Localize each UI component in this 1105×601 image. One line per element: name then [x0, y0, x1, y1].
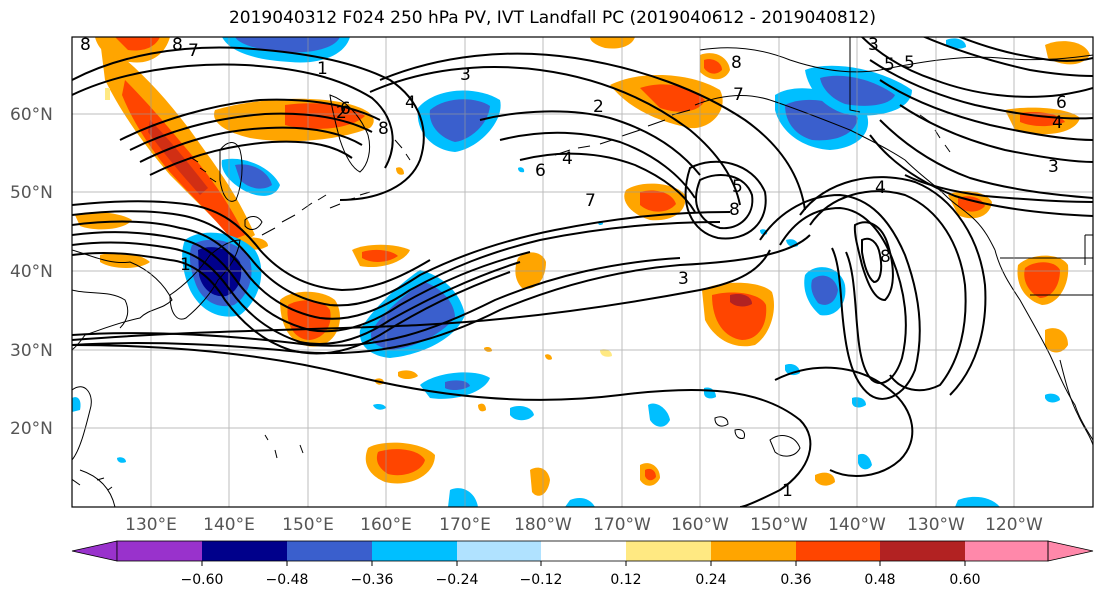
colorbar-extend-left: [71, 540, 118, 562]
contour-label: 1: [782, 481, 793, 501]
colorbar: −0.60 −0.48 −0.36 −0.24 −0.12 0.12 0.24 …: [71, 540, 1094, 588]
contour-label: 6: [340, 99, 351, 119]
lon-label: 130°W: [907, 515, 965, 535]
colorbar-segment: [117, 541, 202, 561]
colorbar-tick-labels: −0.60 −0.48 −0.36 −0.24 −0.12 0.12 0.24 …: [181, 572, 981, 588]
colorbar-segment: [711, 541, 796, 561]
lon-label: 170°E: [439, 515, 491, 535]
colorbar-tick-label: −0.12: [520, 572, 563, 588]
contour-label: 5: [904, 53, 915, 73]
contour-label: 3: [868, 35, 879, 55]
contour-label: 7: [585, 191, 596, 211]
contour-label: 3: [678, 269, 689, 289]
colorbar-segment: [880, 541, 965, 561]
contour-label: 4: [562, 149, 573, 169]
colorbar-tick-label: 0.12: [610, 572, 641, 588]
contour-label: 8: [731, 53, 742, 73]
contour-label: 4: [875, 178, 886, 198]
lat-label: 50°N: [10, 183, 53, 203]
map-panel: 1 1 1 2 2 3 3 3 3 4 4 4 4 5 5 5 6 6 6 7: [71, 35, 1094, 508]
contour-label: 6: [535, 161, 546, 181]
colorbar-tick-label: 0.60: [949, 572, 980, 588]
lon-label: 150°E: [282, 515, 334, 535]
lon-label: 160°E: [360, 515, 412, 535]
colorbar-segment: [626, 541, 711, 561]
colorbar-tick-label: −0.24: [436, 572, 479, 588]
contour-label: 5: [732, 177, 743, 197]
lon-label: 150°W: [750, 515, 808, 535]
contour-label: 2: [336, 103, 347, 123]
lat-label: 20°N: [10, 419, 53, 439]
lat-label: 30°N: [10, 341, 53, 361]
contour-label: 8: [80, 35, 91, 55]
lon-label: 160°W: [671, 515, 729, 535]
lon-label: 170°W: [593, 515, 651, 535]
colorbar-segment: [202, 541, 287, 561]
pv-contours: [72, 37, 1093, 507]
contour-label: 4: [405, 93, 416, 113]
colorbar-segment: [541, 541, 626, 561]
lon-label: 140°W: [828, 515, 886, 535]
contour-label: 6: [1056, 93, 1067, 113]
colorbar-segment: [457, 541, 541, 561]
chart-title: 2019040312 F024 250 hPa PV, IVT Landfall…: [228, 8, 876, 28]
colorbar-tick-label: 0.24: [695, 572, 726, 588]
colorbar-segment: [287, 541, 372, 561]
contour-label: 2: [593, 97, 604, 117]
colorbar-segment: [372, 541, 457, 561]
contour-label: 1: [180, 255, 191, 275]
contour-label: 3: [1048, 157, 1059, 177]
lat-label: 60°N: [10, 105, 53, 125]
latitude-labels: 60°N 50°N 40°N 30°N 20°N: [10, 105, 53, 439]
colorbar-tick-label: −0.48: [266, 572, 309, 588]
contour-label: 3: [460, 65, 471, 85]
colorbar-tick-label: 0.36: [780, 572, 811, 588]
colorbar-tick-label: −0.36: [351, 572, 394, 588]
contour-label: 8: [729, 200, 740, 220]
longitude-labels: 130°E 140°E 150°E 160°E 170°E 180°W 170°…: [125, 515, 1043, 535]
contour-label: 5: [884, 55, 895, 75]
colorbar-tick-label: −0.60: [181, 572, 224, 588]
lon-label: 130°E: [125, 515, 177, 535]
colorbar-ticks: [201, 561, 966, 566]
lon-label: 120°W: [985, 515, 1043, 535]
lon-label: 140°E: [203, 515, 255, 535]
contour-labels: 1 1 1 2 2 3 3 3 3 4 4 4 4 5 5 5 6 6 6 7: [80, 35, 1067, 501]
coastlines: [72, 37, 1093, 507]
contour-label: 8: [378, 119, 389, 139]
lon-label: 180°W: [514, 515, 572, 535]
contour-label: 4: [1052, 113, 1063, 133]
contour-label: 8: [880, 247, 891, 267]
colorbar-segment: [965, 541, 1048, 561]
colorbar-extend-right: [1047, 540, 1094, 562]
contour-label: 1: [317, 59, 328, 79]
contour-label: 7: [733, 85, 744, 105]
contour-label: 8: [172, 35, 183, 55]
lat-label: 40°N: [10, 262, 53, 282]
colorbar-segment: [796, 541, 880, 561]
contour-label: 7: [188, 41, 199, 61]
colorbar-tick-label: 0.48: [864, 572, 895, 588]
